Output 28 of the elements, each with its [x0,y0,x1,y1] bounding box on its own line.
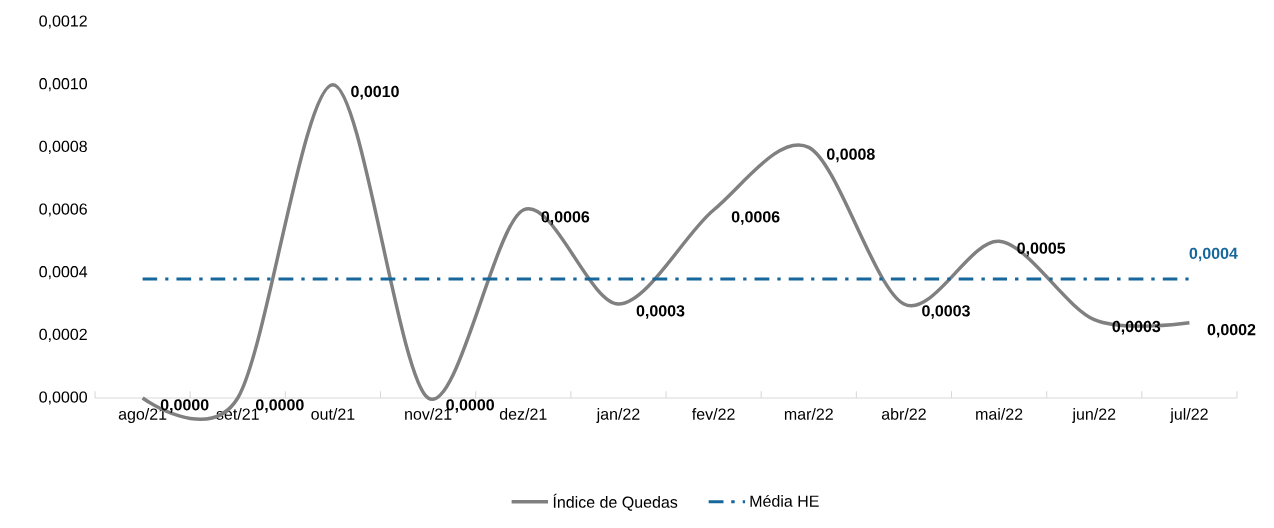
y-tick-label: 0,0002 [39,328,87,342]
data-label: 0,0004 [1189,247,1238,262]
x-tick-label: dez/21 [499,408,547,420]
y-tick-label: 0,0008 [39,140,87,154]
x-tick-label: jul/22 [1169,408,1208,423]
data-label: 0,0002 [1207,323,1256,338]
y-tick-label: 0,0010 [39,78,88,92]
x-tick-label: jun/22 [1072,408,1116,423]
y-tick-label: 0,0000 [39,391,88,405]
x-tick-label: abr/22 [881,408,926,420]
data-label: 0,0003 [922,305,970,319]
data-label: 0,0006 [541,211,590,225]
x-tick-label: out/21 [311,408,355,420]
data-label: 0,0008 [826,148,875,163]
data-label: 0,0003 [636,305,685,319]
data-label: 0,0006 [731,211,780,225]
x-tick-label: jan/22 [596,408,640,423]
y-tick-label: 0,0006 [39,203,87,217]
legend-label: Índice de Quedas [553,493,678,511]
y-tick-label: 0,0004 [39,266,88,280]
x-tick-label: mar/22 [784,408,833,420]
x-tick-label: mai/22 [976,408,1023,420]
legend-label: Média HE [750,494,819,507]
y-tick-label: 0,0012 [39,15,87,29]
data-label: 0,0005 [1017,242,1066,257]
x-tick-label: fev/22 [692,408,735,420]
data-label: 0,0003 [1112,320,1161,335]
data-label: 0,0010 [351,85,399,100]
